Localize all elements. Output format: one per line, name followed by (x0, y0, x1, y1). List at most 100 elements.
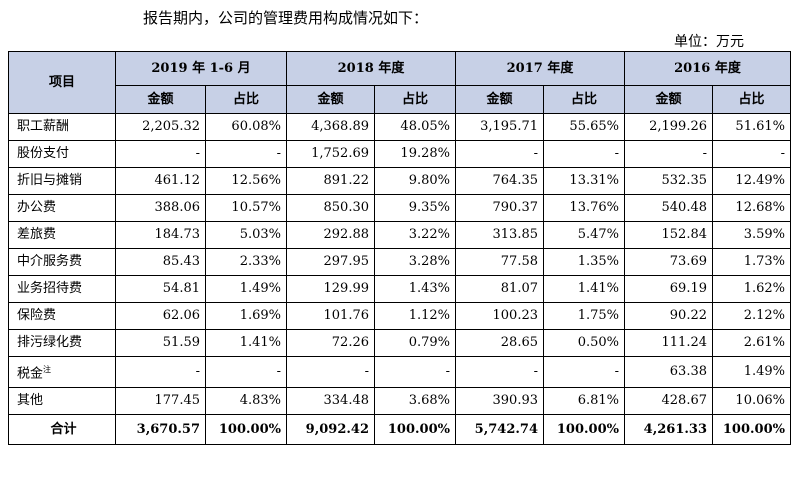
header-period: 2019 年 1-6 月 (115, 51, 287, 86)
amount-cell: 297.95 (286, 248, 375, 276)
row-label: 中介服务费 (8, 248, 116, 276)
ratio-cell: 10.06% (712, 387, 791, 416)
header-period: 2018 年度 (286, 51, 456, 86)
table-row: 差旅费 184.73 5.03% 292.88 3.22% 313.85 5.47% 152.… (8, 221, 791, 249)
ratio-cell: 1.41% (205, 329, 287, 357)
row-label: 其他 (8, 387, 116, 416)
intro-text: 报告期内，公司的管理费用构成情况如下： (143, 9, 429, 27)
ratio-cell: 1.49% (205, 275, 287, 303)
table-row: 股份支付 - -1,752.69 19.28% - - - - (8, 140, 791, 168)
ratio-cell: 100.00% (543, 414, 625, 446)
table-row: 办公费 388.06 10.57% 850.30 9.35% 790.37 13.76% 54… (8, 194, 791, 222)
amount-cell: 540.48 (624, 194, 713, 222)
ratio-cell: 1.49% (712, 355, 791, 389)
ratio-cell: - (374, 355, 456, 389)
table-row: 排污绿化费 51.59 1.41% 72.26 0.79% 28.65 0.50% 111.2… (8, 329, 791, 357)
row-label-text: 办公费 (17, 200, 57, 215)
ratio-cell: 3.59% (712, 221, 791, 249)
amount-cell: 85.43 (115, 248, 206, 276)
amount-cell: 28.65 (455, 329, 544, 357)
ratio-cell: 3.28% (374, 248, 456, 276)
ratio-cell: 3.68% (374, 387, 456, 416)
header-amount: 金额 (115, 85, 206, 114)
ratio-cell: 5.47% (543, 221, 625, 249)
amount-cell: 51.59 (115, 329, 206, 357)
amount-cell: 2,199.26 (624, 113, 713, 141)
amount-cell: - (115, 355, 206, 389)
amount-cell: 428.67 (624, 387, 713, 416)
amount-cell: 152.84 (624, 221, 713, 249)
amount-cell: 5,742.74 (455, 414, 544, 446)
ratio-cell: 55.65% (543, 113, 625, 141)
amount-cell: - (624, 140, 713, 168)
amount-cell: 764.35 (455, 167, 544, 195)
amount-cell: 63.38 (624, 355, 713, 389)
ratio-cell: 1.73% (712, 248, 791, 276)
ratio-cell: 1.75% (543, 302, 625, 330)
ratio-cell: 51.61% (712, 113, 791, 141)
amount-cell: 292.88 (286, 221, 375, 249)
amount-cell: 81.07 (455, 275, 544, 303)
ratio-cell: 100.00% (205, 414, 287, 446)
ratio-cell: 12.56% (205, 167, 287, 195)
amount-cell: 3,195.71 (455, 113, 544, 141)
ratio-cell: 1.69% (205, 302, 287, 330)
ratio-cell: 0.79% (374, 329, 456, 357)
amount-cell: - (286, 355, 375, 389)
amount-cell: 72.26 (286, 329, 375, 357)
unit-label: 单位：万元 (674, 34, 744, 50)
row-label-text: 税金 (17, 366, 44, 382)
header-amount: 金额 (624, 85, 713, 114)
row-label: 合计 (8, 414, 116, 446)
row-label: 税金注 (8, 355, 116, 389)
row-label-text: 合计 (50, 422, 77, 438)
row-label-text: 差旅费 (17, 227, 57, 242)
row-label: 保险费 (8, 302, 116, 330)
ratio-cell: 1.12% (374, 302, 456, 330)
amount-cell: 4,261.33 (624, 414, 713, 446)
ratio-cell: 2.12% (712, 302, 791, 330)
amount-cell: 2,205.32 (115, 113, 206, 141)
ratio-cell: 2.61% (712, 329, 791, 357)
row-label: 职工薪酬 (8, 113, 116, 141)
amount-cell: 129.99 (286, 275, 375, 303)
amount-cell: 313.85 (455, 221, 544, 249)
ratio-cell: - (712, 140, 791, 168)
header-period: 2016 年度 (624, 51, 791, 86)
amount-cell: 1,752.69 (286, 140, 375, 168)
amount-cell: 388.06 (115, 194, 206, 222)
ratio-cell: 1.43% (374, 275, 456, 303)
ratio-cell: 19.28% (374, 140, 456, 168)
row-label-text: 业务招待费 (17, 281, 83, 296)
header-ratio: 占比 (374, 85, 456, 114)
row-label-text: 折旧与摊销 (17, 173, 83, 188)
table-row: 职工薪酬 2,205.32 60.08% 4,368.89 48.05% 3,195.71… (8, 113, 791, 141)
ratio-cell: 1.62% (712, 275, 791, 303)
header-amount: 金额 (455, 85, 544, 114)
ratio-cell: - (205, 355, 287, 389)
amount-cell: 9,092.42 (286, 414, 375, 446)
amount-cell: - (115, 140, 206, 168)
ratio-cell: 3.22% (374, 221, 456, 249)
row-label: 办公费 (8, 194, 116, 222)
ratio-cell: 100.00% (374, 414, 456, 446)
amount-cell: 62.06 (115, 302, 206, 330)
ratio-cell: 13.76% (543, 194, 625, 222)
table-row: 业务招待费 54.81 1.49% 129.99 1.43% 81.07 1.41% 69.1… (8, 275, 791, 303)
amount-cell: 790.37 (455, 194, 544, 222)
ratio-cell: 6.81% (543, 387, 625, 416)
amount-cell: 111.24 (624, 329, 713, 357)
amount-cell: 100.23 (455, 302, 544, 330)
table-row: 保险费 62.06 1.69% 101.76 1.12% 100.23 1.75% 90.22… (8, 302, 791, 330)
ratio-cell: 9.35% (374, 194, 456, 222)
table-row: 税金注 - - - - - -63.38 1.49% (8, 355, 791, 389)
row-label: 差旅费 (8, 221, 116, 249)
ratio-cell: 12.49% (712, 167, 791, 195)
row-label: 业务招待费 (8, 275, 116, 303)
amount-cell: - (455, 140, 544, 168)
ratio-cell: 100.00% (712, 414, 791, 446)
header-amount: 金额 (286, 85, 375, 114)
ratio-cell: 0.50% (543, 329, 625, 357)
amount-cell: 90.22 (624, 302, 713, 330)
table-row: 折旧与摊销 461.12 12.56% 891.22 9.80% 764.35 13.31%… (8, 167, 791, 195)
